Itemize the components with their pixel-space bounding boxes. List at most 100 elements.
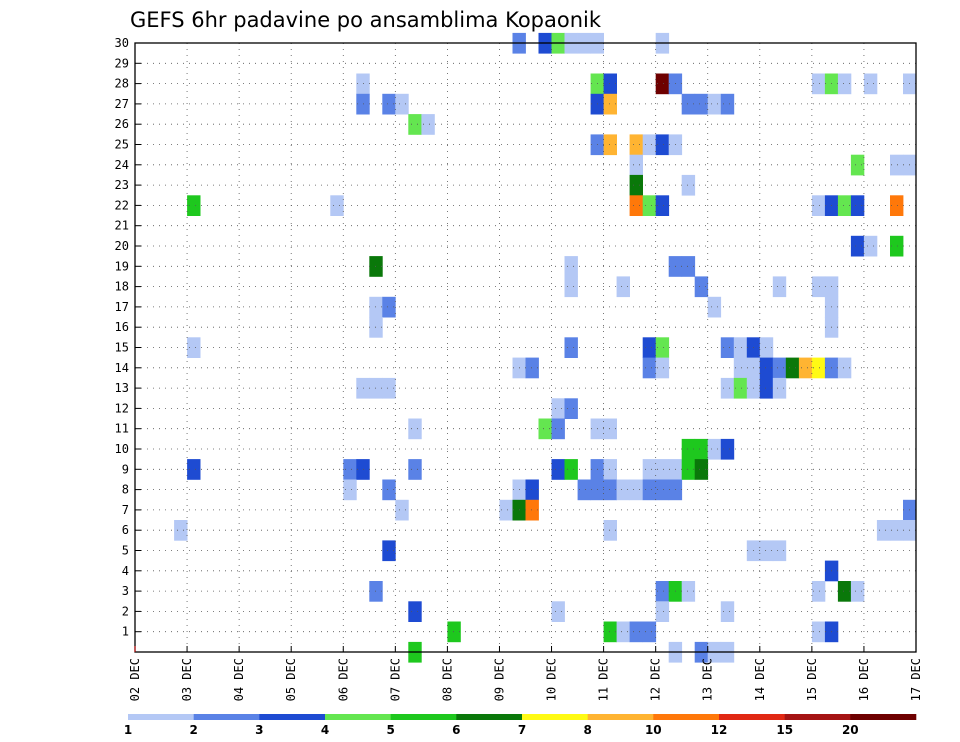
heatmap-cell-84 bbox=[772, 357, 787, 379]
heatmap-cell-129 bbox=[616, 479, 630, 501]
colorbar-swatch-6 bbox=[522, 714, 588, 720]
x-tick-label-9: 11 DEC bbox=[597, 658, 611, 701]
heatmap-cell-146 bbox=[759, 540, 774, 562]
heatmap-cell-61 bbox=[811, 276, 826, 298]
y-tick-label-2: 2 bbox=[122, 604, 129, 618]
heatmap-cell-54 bbox=[564, 256, 578, 277]
heatmap-cell-38 bbox=[629, 174, 643, 196]
x-tick-label-15: 17 DEC bbox=[909, 658, 923, 701]
heatmap-cell-107 bbox=[707, 438, 722, 460]
heatmap-cell-157 bbox=[551, 601, 565, 622]
heatmap-cell-10 bbox=[655, 73, 670, 95]
heatmap-cell-117 bbox=[642, 459, 657, 480]
heatmap-cell-99 bbox=[564, 398, 578, 419]
heatmap-cell-113 bbox=[551, 459, 565, 480]
heatmap-cell-40 bbox=[187, 195, 201, 216]
heatmap-cell-161 bbox=[603, 621, 617, 643]
y-tick-label-12: 12 bbox=[115, 401, 129, 415]
y-axis: 1234567891011121314151617181920212223242… bbox=[115, 36, 141, 639]
x-axis: 02 DEC 03 DEC 04 DEC 05 DEC 06 DEC 07 DEC 08 D… bbox=[128, 646, 923, 701]
y-tick-label-25: 25 bbox=[115, 138, 129, 152]
y-tick-label-8: 8 bbox=[122, 483, 129, 497]
heatmap-cell-105 bbox=[681, 438, 696, 460]
colorbar-swatch-10 bbox=[784, 714, 851, 720]
y-tick-label-13: 13 bbox=[115, 381, 129, 395]
colorbar-label-6: 6 bbox=[452, 723, 460, 737]
x-tick-label-1: 03 DEC bbox=[180, 658, 194, 701]
heatmap-cell-45 bbox=[811, 195, 826, 216]
heatmap-cell-24 bbox=[707, 93, 722, 115]
heatmap-cell-135 bbox=[499, 499, 513, 521]
heatmap-cell-51 bbox=[863, 235, 878, 257]
heatmap-cell-118 bbox=[655, 459, 670, 480]
heatmap-cell-163 bbox=[629, 621, 643, 643]
heatmap-cell-71 bbox=[642, 337, 657, 358]
heatmap-cell-150 bbox=[655, 581, 670, 602]
heatmap-cell-128 bbox=[603, 479, 617, 501]
heatmap-cell-102 bbox=[551, 418, 565, 440]
heatmap-cell-87 bbox=[811, 357, 826, 379]
heatmap-cell-85 bbox=[785, 357, 800, 379]
heatmap-cell-35 bbox=[850, 154, 865, 176]
x-tick-label-11: 13 DEC bbox=[701, 658, 715, 701]
heatmap-cell-65 bbox=[707, 296, 722, 318]
heatmap-cell-160 bbox=[447, 621, 461, 643]
y-tick-label-21: 21 bbox=[115, 219, 129, 233]
colorbar-swatch-1 bbox=[193, 714, 260, 720]
heatmap-cell-165 bbox=[811, 621, 826, 643]
heatmap-cell-164 bbox=[642, 621, 657, 643]
heatmap-cell-131 bbox=[642, 479, 657, 501]
heatmap-cell-30 bbox=[629, 134, 643, 156]
heatmap-cell-48 bbox=[850, 195, 865, 216]
colorbar: 1 2 3 4 5 6 7 8 10 12 15 20 bbox=[124, 714, 917, 737]
x-tick-label-14: 16 DEC bbox=[857, 658, 871, 701]
x-tick-label-5: 07 DEC bbox=[388, 658, 402, 701]
heatmap-cell-132 bbox=[655, 479, 670, 501]
heatmap-cell-104 bbox=[603, 418, 617, 440]
x-tick-label-2: 04 DEC bbox=[232, 658, 246, 701]
heatmap-cell-141 bbox=[876, 520, 891, 541]
colorbar-swatch-11 bbox=[850, 714, 917, 720]
y-tick-label-16: 16 bbox=[115, 320, 129, 334]
heatmap-cell-110 bbox=[343, 459, 357, 480]
heatmap-cell-116 bbox=[603, 459, 617, 480]
x-tick-label-6: 08 DEC bbox=[440, 658, 454, 701]
heatmap-cell-147 bbox=[772, 540, 787, 562]
heatmap-cell-70 bbox=[564, 337, 578, 358]
y-tick-label-7: 7 bbox=[122, 503, 129, 517]
heatmap-cell-121 bbox=[694, 459, 709, 480]
heatmap-cell-27 bbox=[421, 114, 435, 135]
heatmap-cell-112 bbox=[408, 459, 422, 480]
heatmap-cell-73 bbox=[720, 337, 735, 358]
heatmap-cell-39 bbox=[681, 174, 696, 196]
heatmap-cell-23 bbox=[694, 93, 709, 115]
heatmap-cells bbox=[174, 32, 917, 663]
heatmap-cell-60 bbox=[772, 276, 787, 298]
y-tick-label-17: 17 bbox=[115, 300, 129, 314]
x-tick-label-13: 15 DEC bbox=[805, 658, 819, 701]
y-tick-label-10: 10 bbox=[115, 442, 129, 456]
heatmap-cell-156 bbox=[408, 601, 422, 622]
heatmap-cell-100 bbox=[408, 418, 422, 440]
heatmap-cell-72 bbox=[655, 337, 670, 358]
colorbar-label-4: 4 bbox=[321, 723, 329, 737]
y-tick-label-27: 27 bbox=[115, 97, 129, 111]
heatmap-cell-50 bbox=[850, 235, 865, 257]
x-tick-label-8: 10 DEC bbox=[545, 658, 559, 701]
heatmap-cell-22 bbox=[681, 93, 696, 115]
heatmap-cell-109 bbox=[187, 459, 201, 480]
heatmap-cell-106 bbox=[694, 438, 709, 460]
colorbar-swatch-7 bbox=[587, 714, 654, 720]
heatmap-cell-36 bbox=[890, 154, 904, 176]
x-tick-label-10: 12 DEC bbox=[649, 658, 663, 701]
y-tick-label-23: 23 bbox=[115, 178, 129, 192]
grid-lines bbox=[134, 42, 917, 652]
colorbar-label-5: 5 bbox=[387, 723, 395, 737]
heatmap-cell-76 bbox=[759, 337, 774, 358]
heatmap-cell-57 bbox=[564, 276, 578, 298]
x-tick-label-12: 14 DEC bbox=[753, 658, 767, 701]
heatmap-cell-34 bbox=[629, 154, 643, 176]
heatmap-cell-83 bbox=[759, 357, 774, 379]
heatmap-cell-58 bbox=[616, 276, 630, 298]
heatmap-cell-29 bbox=[603, 134, 617, 156]
